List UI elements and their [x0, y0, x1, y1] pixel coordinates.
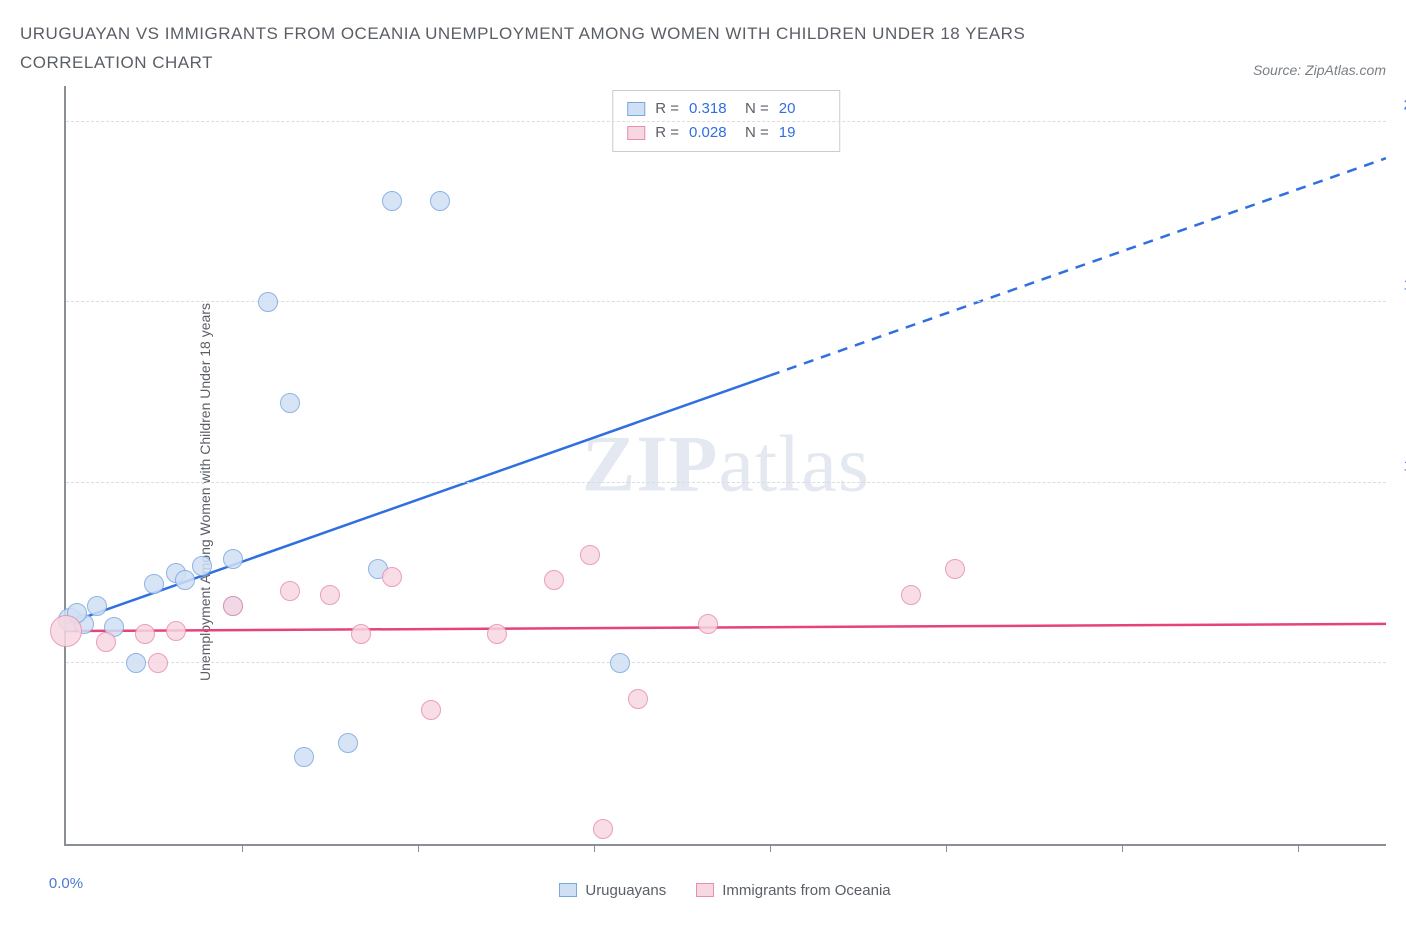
- chart-title: URUGUAYAN VS IMMIGRANTS FROM OCEANIA UNE…: [20, 20, 1120, 78]
- x-tick-label: 0.0%: [49, 875, 83, 892]
- data-point: [166, 621, 186, 641]
- data-point: [338, 733, 358, 753]
- x-tick: [1122, 844, 1123, 852]
- y-tick-label: 15.0%: [1394, 277, 1406, 294]
- plot-area: ZIPatlas R = 0.318 N = 20 R = 0.028 N = …: [64, 86, 1386, 846]
- data-point: [430, 191, 450, 211]
- x-tick: [594, 844, 595, 852]
- swatch-icon: [696, 883, 714, 897]
- y-tick-label: 5.0%: [1394, 638, 1406, 655]
- data-point: [126, 653, 146, 673]
- data-point: [421, 700, 441, 720]
- data-point: [280, 393, 300, 413]
- data-point: [382, 191, 402, 211]
- data-point: [487, 624, 507, 644]
- bottom-legend: Uruguayans Immigrants from Oceania: [64, 882, 1386, 899]
- data-point: [280, 581, 300, 601]
- gridline: [66, 662, 1386, 663]
- gridline: [66, 482, 1386, 483]
- data-point: [148, 653, 168, 673]
- trend-lines: [66, 86, 1386, 844]
- data-point: [144, 574, 164, 594]
- x-tick: [418, 844, 419, 852]
- y-tick-label: 10.0%: [1394, 457, 1406, 474]
- data-point: [351, 624, 371, 644]
- swatch-icon: [559, 883, 577, 897]
- data-point: [544, 570, 564, 590]
- x-tick: [770, 844, 771, 852]
- chart-container: Unemployment Among Women with Children U…: [20, 86, 1386, 899]
- legend-item: Uruguayans: [559, 882, 666, 899]
- legend-label: Immigrants from Oceania: [722, 882, 890, 899]
- data-point: [135, 624, 155, 644]
- data-point: [87, 596, 107, 616]
- data-point: [258, 292, 278, 312]
- source-credit: Source: ZipAtlas.com: [1253, 62, 1386, 78]
- stat-value: 0.028: [689, 121, 735, 145]
- data-point: [382, 567, 402, 587]
- stat-label: R =: [655, 121, 679, 145]
- stats-row: R = 0.318 N = 20: [627, 97, 825, 121]
- data-point: [175, 570, 195, 590]
- data-point: [50, 615, 82, 647]
- data-point: [223, 596, 243, 616]
- stat-value: 19: [779, 121, 825, 145]
- data-point: [192, 556, 212, 576]
- stat-value: 0.318: [689, 97, 735, 121]
- legend-item: Immigrants from Oceania: [696, 882, 890, 899]
- data-point: [945, 559, 965, 579]
- data-point: [610, 653, 630, 673]
- watermark: ZIPatlas: [582, 419, 870, 510]
- legend-label: Uruguayans: [585, 882, 666, 899]
- x-tick: [946, 844, 947, 852]
- stat-label: N =: [745, 97, 769, 121]
- x-tick: [242, 844, 243, 852]
- data-point: [294, 747, 314, 767]
- stats-row: R = 0.028 N = 19: [627, 121, 825, 145]
- gridline: [66, 121, 1386, 122]
- data-point: [223, 549, 243, 569]
- data-point: [580, 545, 600, 565]
- data-point: [593, 819, 613, 839]
- stat-value: 20: [779, 97, 825, 121]
- swatch-icon: [627, 126, 645, 140]
- data-point: [320, 585, 340, 605]
- y-tick-label: 20.0%: [1394, 96, 1406, 113]
- stat-label: N =: [745, 121, 769, 145]
- swatch-icon: [627, 102, 645, 116]
- data-point: [901, 585, 921, 605]
- stat-label: R =: [655, 97, 679, 121]
- x-tick: [1298, 844, 1299, 852]
- data-point: [628, 689, 648, 709]
- data-point: [698, 614, 718, 634]
- data-point: [96, 632, 116, 652]
